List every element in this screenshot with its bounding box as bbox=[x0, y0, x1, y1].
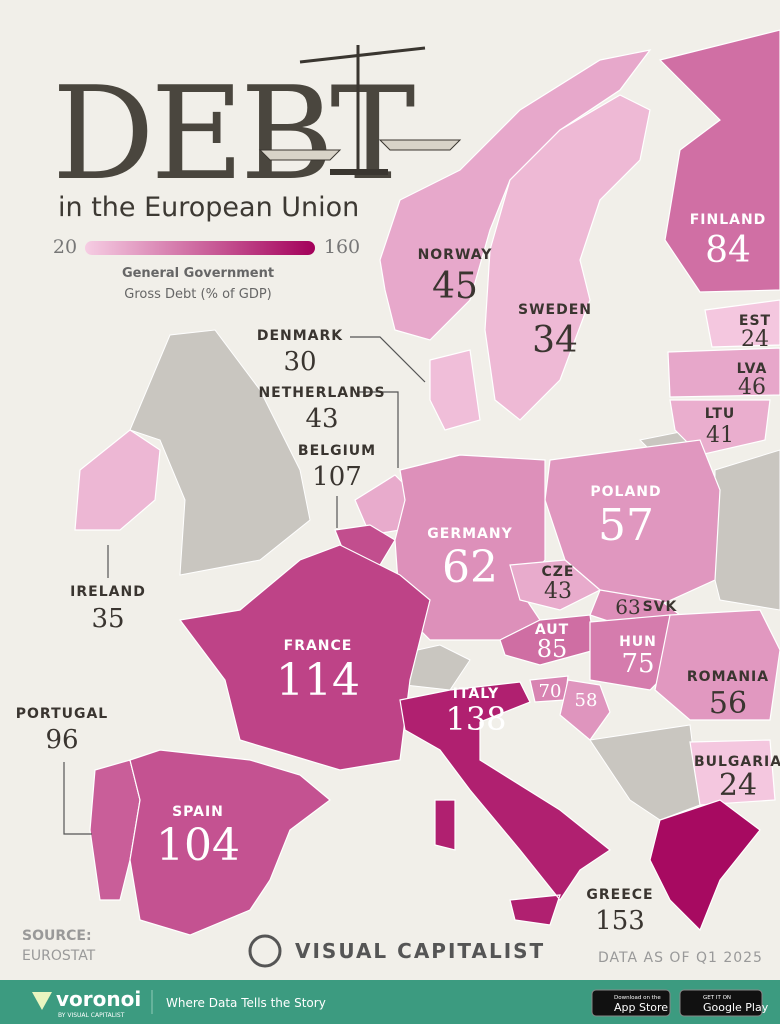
app-store-text: App Store bbox=[614, 1001, 668, 1014]
country-value: 34 bbox=[532, 320, 578, 361]
country-value: 43 bbox=[305, 404, 338, 434]
country-name: ITALY bbox=[453, 686, 499, 702]
country-value: 107 bbox=[312, 462, 362, 492]
country bbox=[429, 349, 481, 431]
subtitle: in the European Union bbox=[58, 192, 359, 223]
country-name: IRELAND bbox=[70, 584, 146, 600]
country-name: SPAIN bbox=[172, 804, 224, 820]
country-name: BULGARIA bbox=[694, 754, 780, 770]
country bbox=[74, 429, 161, 531]
country bbox=[689, 739, 776, 806]
country-name: HUN bbox=[619, 634, 657, 650]
legend-min: 20 bbox=[53, 236, 77, 258]
countries bbox=[74, 29, 780, 936]
country-value: 75 bbox=[621, 649, 654, 679]
legend-label: General Government bbox=[122, 266, 274, 281]
country-name: POLAND bbox=[590, 484, 661, 500]
tagline: Where Data Tells the Story bbox=[166, 996, 326, 1010]
google-play-bg[interactable] bbox=[679, 989, 763, 1017]
country-name: NETHERLANDS bbox=[258, 385, 385, 401]
country bbox=[704, 299, 780, 348]
leader-line bbox=[358, 391, 399, 468]
country-value: 56 bbox=[709, 686, 747, 721]
country bbox=[559, 679, 611, 741]
country bbox=[484, 94, 651, 421]
legend-label: Gross Debt (% of GDP) bbox=[124, 287, 271, 302]
country-value: 84 bbox=[705, 230, 751, 271]
source-label: SOURCE: bbox=[22, 928, 92, 944]
country bbox=[667, 347, 780, 398]
country-value: 114 bbox=[276, 655, 360, 706]
uk bbox=[129, 329, 311, 576]
country-value: 62 bbox=[442, 542, 498, 593]
country-value: 63 bbox=[615, 595, 640, 619]
google-text: Google Play bbox=[703, 1001, 769, 1014]
country-name: GREECE bbox=[586, 887, 653, 903]
country-name: DENMARK bbox=[257, 328, 343, 344]
country bbox=[658, 29, 780, 293]
voronoi-logo bbox=[32, 992, 52, 1010]
country-name: BELGIUM bbox=[298, 443, 376, 459]
country bbox=[129, 749, 331, 936]
country bbox=[178, 544, 431, 771]
leader-line bbox=[350, 336, 426, 383]
country-value: 138 bbox=[445, 700, 506, 738]
country-name: NORWAY bbox=[418, 247, 493, 263]
country-name: LTU bbox=[705, 406, 736, 422]
country-value: 35 bbox=[91, 604, 124, 634]
country-value: 85 bbox=[537, 635, 568, 663]
country-name: FINLAND bbox=[690, 212, 767, 228]
voronoi-sub: BY VISUAL CAPITALIST bbox=[58, 1012, 125, 1019]
country-name: PORTUGAL bbox=[16, 706, 108, 722]
country bbox=[649, 799, 761, 932]
legend-bar bbox=[85, 241, 315, 255]
country-name: LVA bbox=[737, 361, 768, 377]
country-name: GERMANY bbox=[427, 526, 512, 542]
country bbox=[399, 681, 612, 926]
country-value: 57 bbox=[598, 500, 654, 551]
leader-line bbox=[63, 762, 92, 835]
country-value: 24 bbox=[741, 327, 769, 352]
scale-icon bbox=[258, 45, 462, 175]
brand: VISUAL CAPITALIST bbox=[295, 939, 545, 963]
data-date: DATA AS OF Q1 2025 bbox=[598, 950, 763, 966]
country-value: 45 bbox=[432, 266, 478, 307]
country-value: 70 bbox=[539, 681, 562, 702]
country-value: 96 bbox=[45, 725, 78, 755]
east-land bbox=[714, 449, 780, 611]
title: DEBT bbox=[52, 60, 415, 209]
country-value: 43 bbox=[544, 579, 572, 604]
country-name: AUT bbox=[535, 622, 569, 638]
brand-logo bbox=[248, 934, 282, 968]
legend-max: 160 bbox=[324, 236, 360, 258]
country-name: EST bbox=[739, 313, 771, 329]
source: EUROSTAT bbox=[22, 948, 96, 964]
voronoi[interactable]: voronoi bbox=[56, 987, 141, 1011]
country-name: CZE bbox=[542, 564, 575, 580]
country-value: 46 bbox=[738, 375, 766, 400]
google-small: GET IT ON bbox=[703, 995, 731, 1001]
app-store-bg[interactable] bbox=[591, 989, 671, 1017]
country-value: 58 bbox=[575, 690, 598, 711]
app-store-small: Download on the bbox=[614, 995, 661, 1001]
balkans bbox=[589, 724, 701, 821]
country-value: 104 bbox=[156, 820, 240, 871]
country-value: 24 bbox=[719, 768, 757, 803]
country-value: 41 bbox=[706, 423, 734, 448]
country bbox=[509, 559, 602, 611]
country-name: FRANCE bbox=[284, 638, 353, 654]
app-store-badge[interactable]: Download on the App Store bbox=[591, 989, 671, 1017]
country-name: SWEDEN bbox=[518, 302, 592, 318]
country-name: SVK bbox=[643, 599, 678, 615]
country-value: 153 bbox=[595, 906, 645, 936]
country-value: 30 bbox=[283, 347, 316, 377]
country bbox=[654, 609, 780, 721]
country-name: ROMANIA bbox=[687, 669, 769, 685]
google-play-badge[interactable]: GET IT ON Google Play bbox=[679, 989, 769, 1017]
